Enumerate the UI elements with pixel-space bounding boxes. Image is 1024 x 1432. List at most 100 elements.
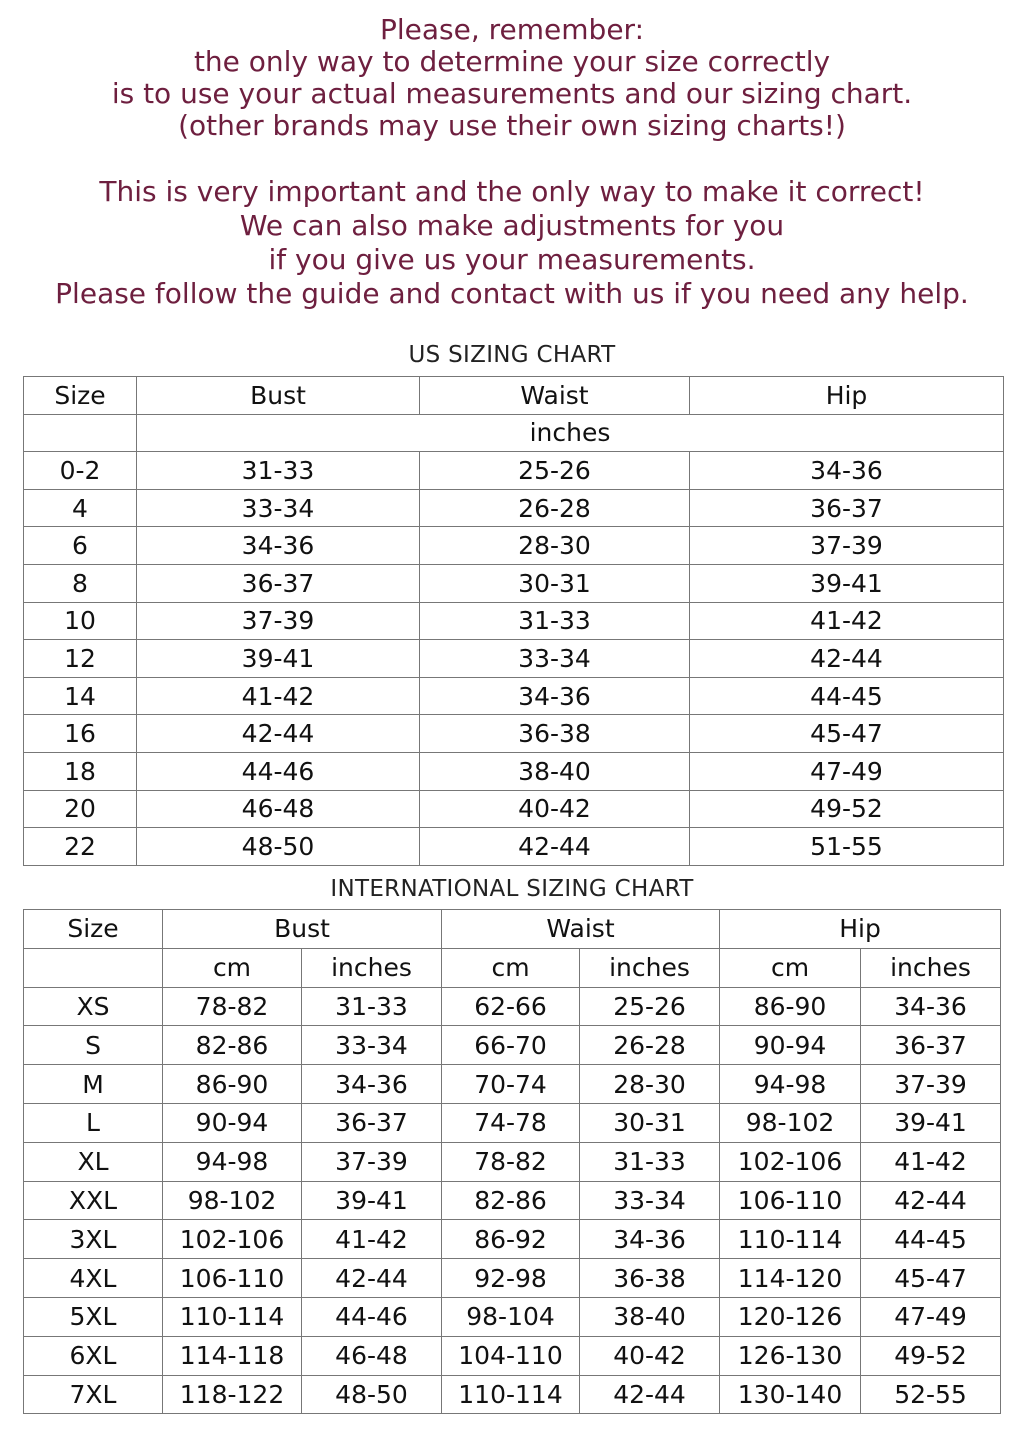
table-cell: 46-48 [300, 1335, 443, 1376]
us-sizing-table: Size Bust Waist Hip inches 0-2 31-33 25-26 34-36… [23, 376, 1004, 866]
table-cell: 114-118 [162, 1335, 302, 1376]
table-cell: 4 [23, 488, 137, 528]
table-cell: 34-36 [300, 1064, 443, 1104]
table-cell: 118-122 [162, 1374, 302, 1415]
table-cell: 46-48 [136, 789, 420, 829]
table-cell: 37-39 [860, 1064, 1002, 1104]
table-cell: 41-42 [689, 601, 1004, 641]
table-cell: 48-50 [300, 1374, 443, 1415]
table-cell: 33-34 [136, 488, 420, 528]
table-cell: 41-42 [136, 676, 420, 716]
unit-row: inches [23, 413, 1004, 453]
empty-cell [23, 947, 163, 988]
us-chart-title: US SIZING CHART [408, 342, 616, 368]
table-cell: 36-37 [689, 488, 1004, 528]
table-cell: 51-55 [689, 827, 1004, 866]
table-cell: 6 [23, 526, 137, 565]
table-cell: 8 [23, 563, 137, 603]
table-row: 6XL 114-118 46-48 104-110 40-42 126-130 49-52 [23, 1335, 1002, 1376]
intl-chart-title: INTERNATIONAL SIZING CHART [330, 876, 694, 902]
table-cell: 26-28 [579, 1025, 721, 1066]
column-header: Size [23, 376, 137, 415]
table-cell: 4XL [23, 1258, 163, 1298]
table-row: 4XL 106-110 42-44 92-98 36-38 114-120 45-47 [23, 1258, 1002, 1298]
table-row: 10 37-39 31-33 41-42 [23, 601, 1004, 641]
table-cell: 39-41 [136, 639, 420, 678]
table-cell: 92-98 [441, 1258, 581, 1298]
table-cell: 70-74 [441, 1064, 581, 1104]
header-row: Size Bust Waist Hip [23, 376, 1004, 415]
table-cell: 86-92 [441, 1219, 581, 1260]
table-cell: 44-46 [300, 1296, 443, 1337]
intro-reminder: Please, remember: the only way to determ… [0, 14, 1024, 142]
table-cell: 3XL [23, 1219, 163, 1260]
table-cell: 36-37 [300, 1102, 443, 1143]
table-cell: 5XL [23, 1296, 163, 1337]
table-cell: 31-33 [136, 451, 420, 490]
table-row: XS 78-82 31-33 62-66 25-26 86-90 34-36 [23, 986, 1002, 1027]
table-cell: 34-36 [689, 451, 1004, 490]
table-cell: 90-94 [719, 1025, 862, 1066]
header-row: Size Bust Waist Hip [23, 909, 1002, 949]
table-cell: 39-41 [689, 563, 1004, 603]
table-cell: 7XL [23, 1374, 163, 1415]
intro-line: (other brands may use their own sizing c… [178, 109, 846, 142]
table-cell: 102-106 [162, 1219, 302, 1260]
unit-label: inches [860, 947, 1002, 988]
table-cell: 44-45 [860, 1219, 1002, 1260]
table-cell: 6XL [23, 1335, 163, 1376]
table-row: 7XL 118-122 48-50 110-114 42-44 130-140 52-55 [23, 1374, 1002, 1415]
table-cell: 86-90 [719, 986, 862, 1027]
table-row: M 86-90 34-36 70-74 28-30 94-98 37-39 [23, 1064, 1002, 1104]
table-row: 5XL 110-114 44-46 98-104 38-40 120-126 47-49 [23, 1296, 1002, 1337]
table-cell: 30-31 [419, 563, 690, 603]
table-cell: 90-94 [162, 1102, 302, 1143]
table-cell: 62-66 [441, 986, 581, 1027]
table-cell: 41-42 [300, 1219, 443, 1260]
table-cell: 20 [23, 789, 137, 829]
unit-label: inches [300, 947, 443, 988]
table-cell: 98-102 [719, 1102, 862, 1143]
column-header: Waist [441, 909, 721, 949]
table-cell: 126-130 [719, 1335, 862, 1376]
unit-label: cm [162, 947, 302, 988]
empty-cell [23, 413, 137, 453]
table-cell: 14 [23, 676, 137, 716]
intro-line: Please follow the guide and contact with… [55, 277, 969, 310]
table-cell: 30-31 [579, 1102, 721, 1143]
table-cell: 34-36 [579, 1219, 721, 1260]
table-cell: 39-41 [860, 1102, 1002, 1143]
table-cell: 45-47 [860, 1258, 1002, 1298]
table-cell: 12 [23, 639, 137, 678]
table-cell: 39-41 [300, 1180, 443, 1221]
table-cell: M [23, 1064, 163, 1104]
table-cell: 78-82 [162, 986, 302, 1027]
unit-label: cm [441, 947, 581, 988]
table-cell: 114-120 [719, 1258, 862, 1298]
table-cell: 42-44 [136, 714, 420, 753]
intro-line: the only way to determine your size corr… [193, 45, 831, 78]
table-cell: 42-44 [689, 639, 1004, 678]
table-cell: 0-2 [23, 451, 137, 490]
table-cell: 98-104 [441, 1296, 581, 1337]
table-row: 3XL 102-106 41-42 86-92 34-36 110-114 44-45 [23, 1219, 1002, 1260]
table-cell: 31-33 [579, 1141, 721, 1182]
table-cell: 36-38 [419, 714, 690, 753]
table-row: 6 34-36 28-30 37-39 [23, 526, 1004, 565]
table-cell: L [23, 1102, 163, 1143]
table-cell: 98-102 [162, 1180, 302, 1221]
table-cell: 94-98 [162, 1141, 302, 1182]
table-cell: 42-44 [860, 1180, 1002, 1221]
column-header: Bust [161, 909, 443, 949]
column-header: Size [23, 909, 163, 949]
unit-label: inches [579, 947, 721, 988]
table-cell: 48-50 [136, 827, 420, 866]
unit-row: cm inches cm inches cm inches [23, 947, 1002, 988]
table-cell: 38-40 [579, 1296, 721, 1337]
table-row: 20 46-48 40-42 49-52 [23, 789, 1004, 829]
table-cell: 34-36 [136, 526, 420, 565]
table-cell: 82-86 [162, 1025, 302, 1066]
table-cell: 16 [23, 714, 137, 753]
table-cell: 38-40 [419, 751, 690, 791]
table-cell: XS [23, 986, 163, 1027]
